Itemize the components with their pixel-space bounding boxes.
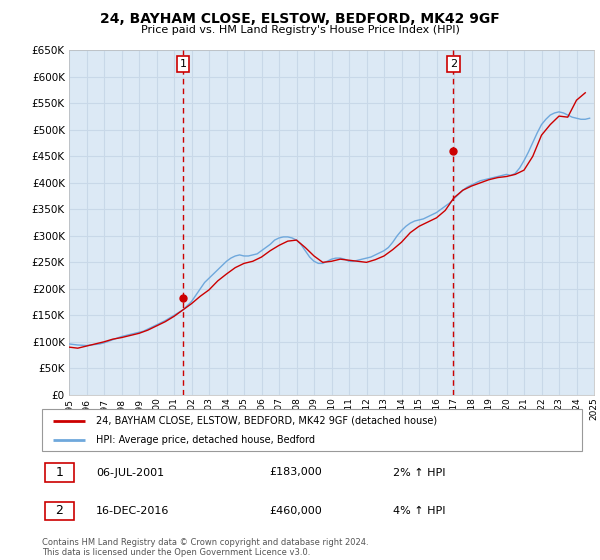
Text: Price paid vs. HM Land Registry's House Price Index (HPI): Price paid vs. HM Land Registry's House … — [140, 25, 460, 35]
Text: £183,000: £183,000 — [269, 468, 322, 478]
Text: 1: 1 — [56, 466, 64, 479]
Text: 2: 2 — [56, 505, 64, 517]
Text: 4% ↑ HPI: 4% ↑ HPI — [393, 506, 445, 516]
Text: Contains HM Land Registry data © Crown copyright and database right 2024.
This d: Contains HM Land Registry data © Crown c… — [42, 538, 368, 557]
Text: 2% ↑ HPI: 2% ↑ HPI — [393, 468, 445, 478]
Text: 2: 2 — [450, 59, 457, 69]
Bar — [45, 463, 74, 482]
Text: 16-DEC-2016: 16-DEC-2016 — [96, 506, 169, 516]
Text: £460,000: £460,000 — [269, 506, 322, 516]
Text: 24, BAYHAM CLOSE, ELSTOW, BEDFORD, MK42 9GF (detached house): 24, BAYHAM CLOSE, ELSTOW, BEDFORD, MK42 … — [96, 416, 437, 426]
Text: HPI: Average price, detached house, Bedford: HPI: Average price, detached house, Bedf… — [96, 435, 315, 445]
Text: 06-JUL-2001: 06-JUL-2001 — [96, 468, 164, 478]
Text: 1: 1 — [179, 59, 187, 69]
Bar — [45, 502, 74, 520]
Text: 24, BAYHAM CLOSE, ELSTOW, BEDFORD, MK42 9GF: 24, BAYHAM CLOSE, ELSTOW, BEDFORD, MK42 … — [100, 12, 500, 26]
